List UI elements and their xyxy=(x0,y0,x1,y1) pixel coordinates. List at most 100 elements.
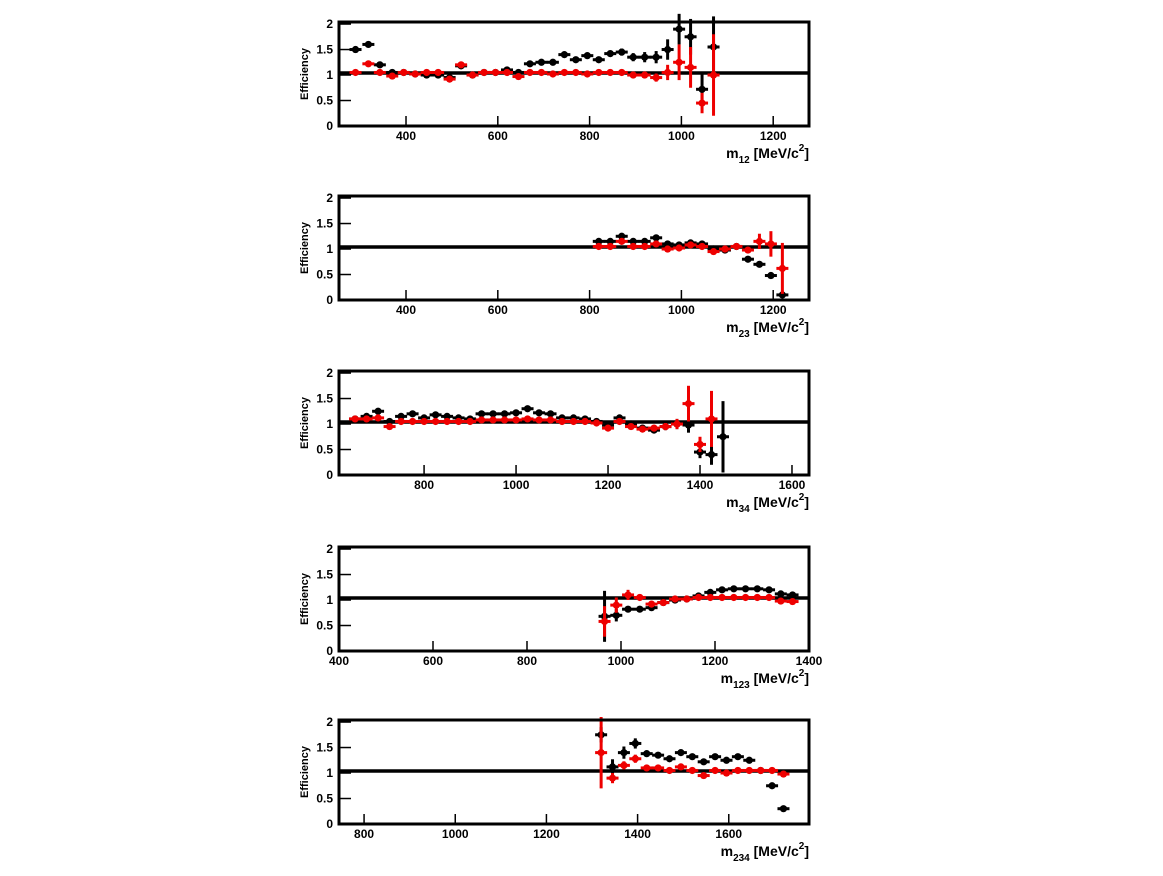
y-axis-label: Efficiency xyxy=(299,221,311,274)
marker xyxy=(466,417,474,426)
x-axis-label-part: m xyxy=(726,145,738,161)
x-axis-label-part: ] xyxy=(804,843,809,859)
marker xyxy=(688,766,696,775)
marker xyxy=(698,242,706,251)
marker xyxy=(620,749,628,757)
x-axis-label: m12 [MeV/c2] xyxy=(726,143,809,166)
marker xyxy=(636,605,644,613)
marker xyxy=(512,409,520,417)
marker xyxy=(535,409,543,417)
marker xyxy=(627,422,635,431)
x-tick-label: 600 xyxy=(488,303,508,317)
marker xyxy=(671,595,679,603)
plot-frame xyxy=(337,20,811,128)
x-axis-label-part: 2 xyxy=(799,143,805,154)
marker xyxy=(618,48,626,56)
marker xyxy=(719,433,727,441)
marker xyxy=(636,593,644,602)
marker xyxy=(741,593,750,602)
marker xyxy=(397,417,405,426)
marker xyxy=(560,68,568,77)
marker xyxy=(595,237,603,245)
x-tick-label: 1400 xyxy=(624,827,651,841)
marker xyxy=(503,68,511,77)
x-tick-label: 1200 xyxy=(533,827,560,841)
y-tick-label: 1.5 xyxy=(316,392,333,406)
marker xyxy=(624,605,632,613)
x-axis-label-part: m xyxy=(721,843,733,859)
marker xyxy=(659,598,667,607)
marker xyxy=(745,756,753,764)
x-axis-label-part: 2 xyxy=(799,492,805,503)
marker xyxy=(620,761,628,769)
marker xyxy=(351,45,360,54)
marker xyxy=(675,244,683,252)
marker xyxy=(768,766,776,775)
marker xyxy=(745,766,753,775)
marker xyxy=(537,58,546,66)
marker xyxy=(468,71,477,79)
marker xyxy=(788,597,797,606)
marker xyxy=(376,61,384,69)
x-tick-label: 1200 xyxy=(760,303,787,317)
marker xyxy=(618,232,626,240)
marker xyxy=(558,417,566,426)
marker xyxy=(686,241,695,249)
marker xyxy=(711,753,719,761)
x-axis-label-part: ] xyxy=(804,494,809,510)
x-axis-label-part: ] xyxy=(804,319,809,335)
marker xyxy=(595,242,603,251)
y-tick-label: 1 xyxy=(326,766,333,780)
x-axis-label-part: 2 xyxy=(799,317,805,328)
marker xyxy=(694,593,703,602)
x-tick-label: 400 xyxy=(396,303,416,317)
marker xyxy=(624,591,632,599)
marker xyxy=(700,771,708,780)
marker xyxy=(778,264,786,272)
marker xyxy=(638,425,647,433)
marker xyxy=(711,766,719,775)
panel: 0 0.5 1 1.5 2 400 600 800 1000 1200 1400 Efficiency… xyxy=(299,542,823,691)
marker xyxy=(631,739,639,748)
marker xyxy=(641,237,649,245)
y-tick-label: 2 xyxy=(326,17,333,31)
marker xyxy=(664,245,672,253)
marker xyxy=(664,68,672,77)
marker xyxy=(608,763,617,771)
marker xyxy=(408,417,417,426)
marker xyxy=(665,755,674,763)
y-tick-label: 0.5 xyxy=(316,443,333,457)
marker xyxy=(364,40,372,49)
marker xyxy=(650,424,658,432)
marker xyxy=(491,68,500,77)
x-axis-label: m23 [MeV/c2] xyxy=(726,317,809,340)
x-axis-label-part: m xyxy=(726,494,738,510)
x-tick-label: 800 xyxy=(517,654,537,668)
panel: 0 0.5 1 1.5 2 400 600 800 1000 1200 Efficiency m12 … xyxy=(299,13,811,166)
x-tick-label: 1000 xyxy=(608,654,635,668)
marker xyxy=(546,416,555,424)
x-tick-label: 400 xyxy=(396,129,416,143)
x-axis-label-part: 2 xyxy=(799,668,805,679)
y-tick-label: 0.5 xyxy=(316,619,333,633)
marker xyxy=(446,75,454,83)
x-axis-label-part: [MeV/c xyxy=(750,319,799,335)
marker xyxy=(652,53,660,61)
marker xyxy=(777,597,785,605)
marker xyxy=(765,593,773,602)
marker xyxy=(641,242,649,251)
marker xyxy=(718,586,726,594)
marker xyxy=(400,68,408,77)
marker xyxy=(583,52,591,60)
y-tick-label: 1.5 xyxy=(316,217,333,231)
marker xyxy=(706,588,714,596)
marker xyxy=(730,593,738,602)
marker xyxy=(420,417,428,426)
marker xyxy=(675,58,683,66)
marker xyxy=(629,242,637,251)
marker xyxy=(477,410,486,418)
x-axis-label-part: m xyxy=(726,319,738,335)
y-tick-label: 1.5 xyxy=(316,43,333,57)
x-axis-label-part: 2 xyxy=(799,841,805,852)
